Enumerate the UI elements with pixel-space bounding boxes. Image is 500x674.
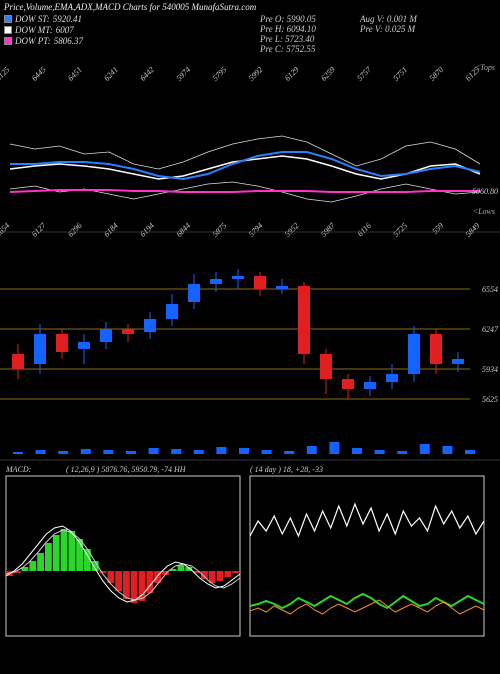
svg-text:( 14 day ) 18, +28, -33: ( 14 day ) 18, +28, -33: [250, 465, 323, 474]
info-row: Aug V: 0.001 M: [360, 14, 417, 24]
svg-text:5654: 5654: [0, 221, 11, 239]
legend-value: 5806.37: [54, 36, 83, 46]
legend-label: DOW PT:: [15, 36, 51, 46]
legend-item: DOW MT: 6007: [4, 25, 83, 35]
svg-text:6554: 6554: [482, 285, 498, 294]
chart-title: Price,Volume,EMA,ADX,MACD Charts for 540…: [0, 0, 500, 14]
svg-text:6127: 6127: [30, 220, 48, 238]
svg-text:5870: 5870: [428, 65, 446, 83]
svg-text:6194: 6194: [138, 221, 156, 239]
svg-text:6442: 6442: [138, 65, 156, 83]
ohlc-info: Pre O: 5990.05Pre H: 6094.10Pre L: 5723.…: [260, 14, 316, 54]
svg-text:5757: 5757: [355, 64, 373, 82]
legend-swatch: [4, 37, 12, 45]
svg-text:<Tops: <Tops: [475, 63, 495, 72]
legend-label: DOW MT:: [15, 25, 53, 35]
svg-text:6259: 6259: [319, 65, 337, 83]
svg-text:5952: 5952: [283, 221, 301, 239]
svg-text:5794: 5794: [247, 221, 265, 239]
svg-text:5625: 5625: [482, 395, 498, 404]
svg-text:5795: 5795: [211, 65, 229, 83]
chart-canvas: 6125 6445 6451 6241 6442 5974 5795 5992 6129 6259…: [0, 14, 500, 674]
info-row: Pre V: 0.025 M: [360, 24, 417, 34]
legend-value: 5920.41: [53, 14, 82, 24]
svg-text:6116: 6116: [356, 221, 373, 238]
svg-text:MACD:: MACD:: [5, 465, 32, 474]
svg-text:5060.80: 5060.80: [472, 187, 498, 196]
legend-swatch: [4, 26, 12, 34]
svg-text:5992: 5992: [247, 65, 265, 83]
legend: DOW ST: 5920.41DOW MT: 6007DOW PT: 5806.…: [4, 14, 83, 47]
svg-text:5987: 5987: [319, 220, 337, 238]
legend-value: 6007: [56, 25, 74, 35]
info-row: Pre H: 6094.10: [260, 24, 316, 34]
svg-text:5725: 5725: [391, 221, 409, 239]
info-row: Pre C: 5752.55: [260, 44, 316, 54]
svg-text:5849: 5849: [464, 221, 482, 239]
svg-text:559: 559: [430, 221, 445, 236]
legend-swatch: [4, 15, 12, 23]
svg-text:5974: 5974: [175, 65, 193, 83]
svg-text:<Lows: <Lows: [473, 207, 495, 216]
info-row: Pre O: 5990.05: [260, 14, 316, 24]
svg-text:6296: 6296: [66, 221, 84, 239]
svg-text:5875: 5875: [211, 221, 229, 239]
svg-text:6184: 6184: [102, 221, 120, 239]
svg-text:6247: 6247: [482, 325, 499, 334]
legend-label: DOW ST:: [15, 14, 50, 24]
svg-text:( 12,26,9 ) 5876.76, 5950.79,: ( 12,26,9 ) 5876.76, 5950.79, -74 HH: [66, 465, 187, 474]
svg-text:6844: 6844: [175, 221, 193, 239]
legend-item: DOW PT: 5806.37: [4, 36, 83, 46]
svg-text:5751: 5751: [391, 65, 409, 83]
svg-text:6451: 6451: [66, 65, 84, 83]
svg-text:6445: 6445: [30, 65, 48, 83]
info-row: Pre L: 5723.40: [260, 34, 316, 44]
svg-text:6125: 6125: [0, 65, 11, 83]
svg-text:5934: 5934: [482, 365, 498, 374]
volume-info: Aug V: 0.001 MPre V: 0.025 M: [360, 14, 417, 34]
svg-text:6241: 6241: [102, 65, 120, 83]
svg-text:6129: 6129: [283, 65, 301, 83]
legend-item: DOW ST: 5920.41: [4, 14, 83, 24]
